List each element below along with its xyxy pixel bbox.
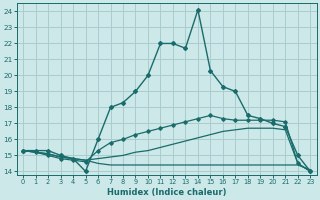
X-axis label: Humidex (Indice chaleur): Humidex (Indice chaleur) bbox=[107, 188, 227, 197]
